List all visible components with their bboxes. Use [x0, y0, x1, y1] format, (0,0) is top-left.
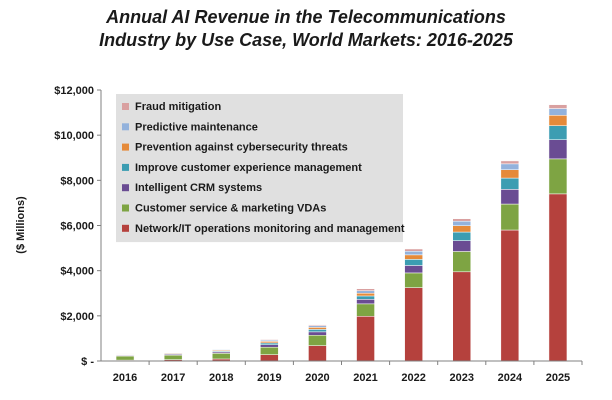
- bar-segment-2023-series-6: [452, 220, 471, 226]
- bar-segment-2023-series-3: [452, 240, 471, 252]
- bar-segment-2022-series-3: [404, 265, 423, 274]
- bar-segment-2025-series-3: [548, 139, 568, 160]
- bar-segment-2022-series-1: [404, 287, 423, 362]
- bar-segment-2020-series-5: [308, 327, 327, 330]
- x-tick-label-2023: 2023: [450, 372, 474, 384]
- legend-label-6: Predictive maintenance: [135, 121, 258, 133]
- y-axis-label-group: ($ Millions): [15, 196, 27, 254]
- legend-swatch-3: [122, 184, 129, 192]
- bar-segment-2025-series-5: [548, 115, 568, 126]
- bar-segment-2019-series-3: [260, 344, 279, 348]
- x-tick-label-2016: 2016: [113, 372, 137, 384]
- bar-segment-2021-series-6: [356, 290, 375, 294]
- bar-segment-2021-series-7: [356, 288, 375, 292]
- legend-label-4: Improve customer experience management: [135, 162, 362, 174]
- bar-segment-2019-series-4: [260, 342, 279, 345]
- bar-segment-2023-series-2: [452, 251, 471, 273]
- bar-segment-2022-series-7: [404, 248, 423, 252]
- y-tick-label-8000: $8,000: [60, 175, 94, 187]
- x-tick-label-2020: 2020: [305, 372, 329, 384]
- bar-segment-2024-series-2: [500, 203, 520, 231]
- bar-segment-2021-series-3: [356, 299, 375, 305]
- chart-title-line-1: Annual AI Revenue in the Telecommunicati…: [106, 7, 506, 27]
- y-tick-label-0: $ -: [81, 356, 94, 368]
- bar-segment-2025-series-7: [548, 104, 568, 109]
- legend-swatch-1: [122, 224, 129, 232]
- bar-segment-2021-series-4: [356, 295, 375, 300]
- bar-segment-2019-series-7: [260, 339, 279, 341]
- bar-segment-2020-series-2: [308, 335, 327, 346]
- bar-segment-2024-series-6: [500, 163, 520, 170]
- legend-box: [116, 94, 403, 243]
- legend-swatch-7: [122, 103, 129, 110]
- bar-segment-2025-series-1: [548, 193, 568, 362]
- legend: Fraud mitigation Predictive maintenance Pr…: [116, 94, 405, 243]
- bar-segment-2020-series-1: [308, 345, 327, 362]
- x-tick-label-2024: 2024: [498, 372, 523, 384]
- bars-layer: [115, 104, 568, 362]
- x-tick-label-2025: 2025: [546, 372, 570, 384]
- y-tick-label-2000: $2,000: [60, 311, 94, 323]
- bar-segment-2018-series-2: [212, 353, 231, 360]
- bar-segment-2024-series-4: [500, 177, 520, 190]
- legend-swatch-2: [122, 204, 129, 212]
- bar-segment-2020-series-3: [308, 331, 327, 336]
- legend-swatch-4: [122, 163, 129, 171]
- bar-segment-2020-series-4: [308, 329, 327, 333]
- bar-segment-2024-series-1: [500, 229, 520, 362]
- x-tick-label-2022: 2022: [401, 372, 425, 384]
- bar-segment-2017-series-2: [163, 354, 183, 360]
- x-tick-label-2018: 2018: [209, 372, 233, 384]
- legend-label-5: Prevention against cybersecurity threats: [135, 142, 348, 154]
- bar-segment-2019-series-1: [260, 354, 279, 362]
- bar-segment-2023-series-5: [452, 225, 471, 233]
- bar-segment-2022-series-5: [404, 254, 423, 260]
- bar-segment-2022-series-4: [404, 259, 423, 266]
- bar-segment-2024-series-5: [500, 169, 520, 179]
- bar-segment-2024-series-7: [500, 160, 520, 165]
- bar-segment-2021-series-2: [356, 303, 375, 317]
- x-tick-label-2019: 2019: [257, 372, 281, 384]
- y-tick-label-4000: $4,000: [60, 266, 94, 278]
- bar-segment-2023-series-7: [452, 218, 471, 222]
- bar-segment-2020-series-7: [308, 324, 327, 327]
- x-tick-label-2021: 2021: [353, 372, 377, 384]
- bar-segment-2022-series-6: [404, 251, 423, 256]
- bar-segment-2022-series-2: [404, 272, 423, 288]
- bar-segment-2019-series-2: [260, 346, 279, 355]
- bar-segment-2025-series-2: [548, 158, 568, 195]
- chart-title-line-2: Industry by Use Case, World Markets: 201…: [99, 30, 513, 50]
- legend-swatch-5: [122, 143, 129, 151]
- legend-label-3: Intelligent CRM systems: [135, 182, 262, 194]
- legend-label-2: Customer service & marketing VDAs: [135, 203, 326, 215]
- bar-segment-2024-series-3: [500, 189, 520, 205]
- bar-segment-2021-series-1: [356, 316, 375, 362]
- y-tick-label-10000: $10,000: [54, 130, 94, 142]
- y-tick-label-6000: $6,000: [60, 221, 94, 233]
- bar-segment-2016-series-2: [115, 355, 135, 361]
- bar-segment-2021-series-5: [356, 293, 375, 297]
- bar-segment-2023-series-1: [452, 271, 471, 362]
- bar-segment-2025-series-4: [548, 125, 568, 140]
- bar-segment-2025-series-6: [548, 108, 568, 116]
- y-tick-label-12000: $12,000: [54, 85, 94, 97]
- axes-layer: $ - $2,000 $4,000 $6,000 $8,000 $10,000 $12,00…: [54, 85, 583, 384]
- legend-swatch-6: [122, 123, 129, 131]
- y-axis-label: ($ Millions): [15, 196, 27, 254]
- x-tick-label-2017: 2017: [161, 372, 185, 384]
- legend-label-1: Network/IT operations monitoring and man…: [135, 223, 405, 235]
- legend-label-7: Fraud mitigation: [135, 101, 221, 113]
- bar-segment-2023-series-4: [452, 231, 471, 241]
- chart-title: Annual AI Revenue in the Telecommunicati…: [0, 6, 612, 52]
